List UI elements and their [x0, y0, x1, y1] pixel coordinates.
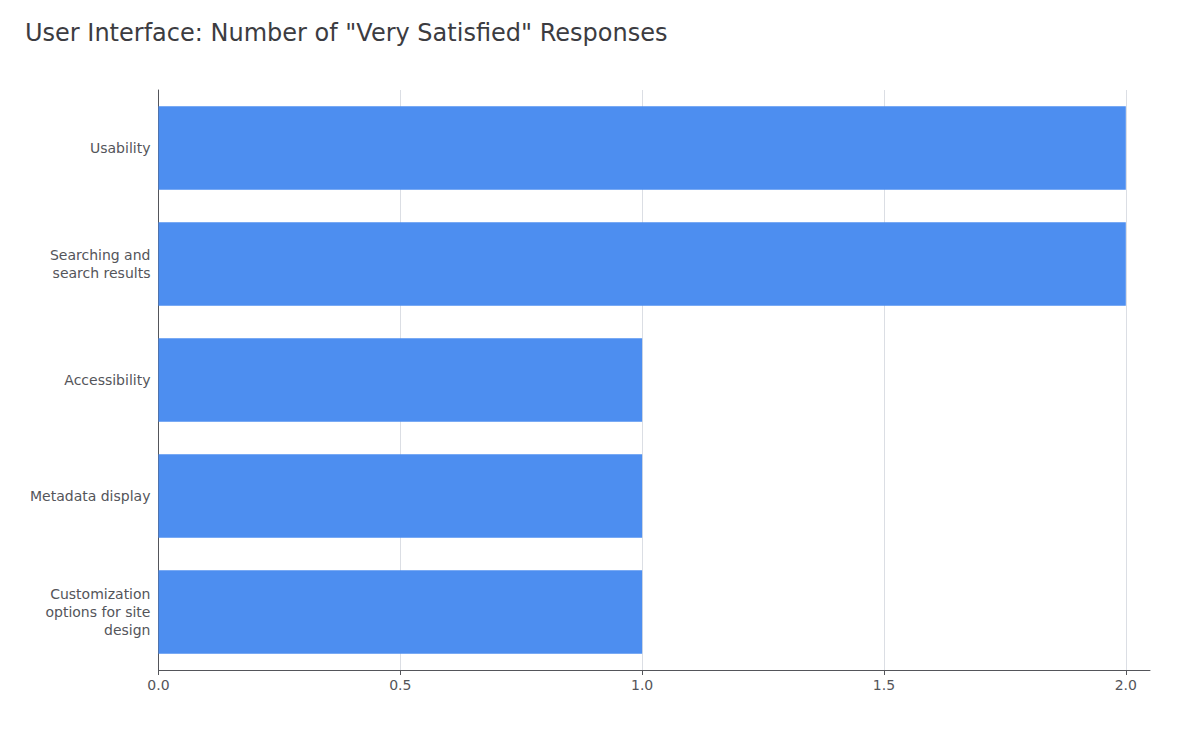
svg-text:Searching and: Searching and: [50, 247, 151, 263]
svg-text:search results: search results: [53, 265, 151, 281]
svg-text:Customization: Customization: [50, 586, 150, 602]
svg-text:0.5: 0.5: [389, 677, 411, 693]
svg-text:design: design: [104, 622, 150, 638]
svg-text:0.0: 0.0: [147, 677, 169, 693]
svg-text:Accessibility: Accessibility: [64, 372, 150, 388]
svg-text:1.5: 1.5: [873, 677, 895, 693]
svg-text:options for site: options for site: [45, 604, 150, 620]
svg-text:1.0: 1.0: [631, 677, 653, 693]
svg-text:User Interface: Number of "Ver: User Interface: Number of "Very Satisfie…: [25, 19, 667, 47]
svg-text:Metadata display: Metadata display: [30, 488, 150, 504]
svg-text:Usability: Usability: [90, 140, 150, 156]
svg-text:2.0: 2.0: [1115, 677, 1137, 693]
